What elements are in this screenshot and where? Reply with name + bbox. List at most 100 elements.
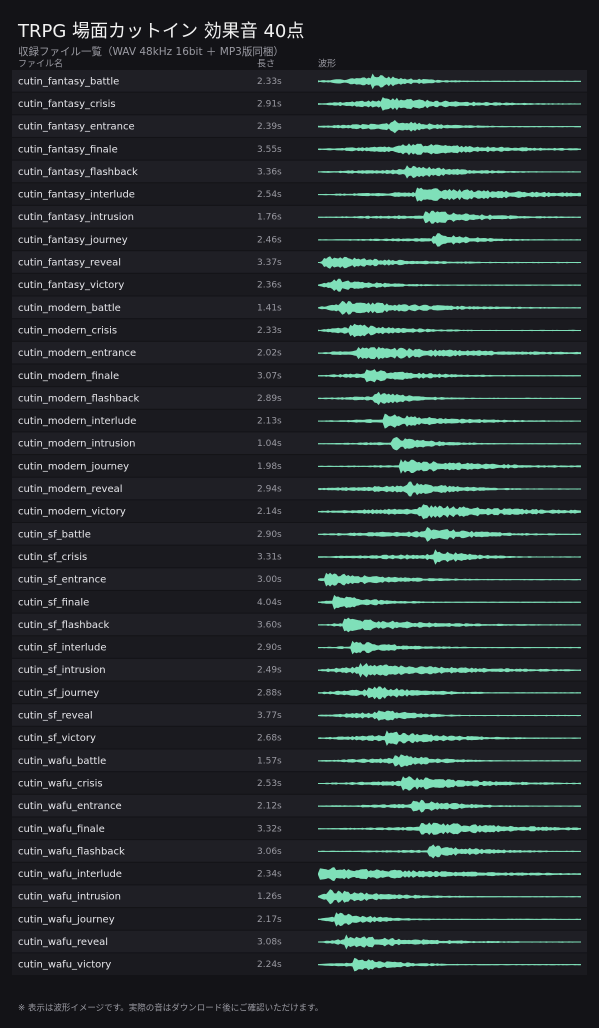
duration: 3.08s	[257, 938, 282, 948]
row-background	[12, 273, 587, 296]
file-name: cutin_wafu_entrance	[18, 801, 122, 812]
row-background	[12, 568, 587, 590]
waveform	[318, 391, 581, 406]
waveform	[318, 323, 581, 338]
waveform	[318, 210, 581, 224]
waveform	[318, 934, 581, 950]
duration: 2.90s	[257, 643, 282, 653]
row-background	[12, 681, 587, 704]
duration: 3.32s	[257, 824, 282, 834]
file-name: cutin_fantasy_journey	[18, 235, 128, 246]
waveform	[318, 346, 581, 360]
column-header: 長さ	[257, 59, 275, 70]
waveform	[318, 143, 581, 156]
waveform	[318, 912, 581, 927]
waveform	[318, 594, 581, 610]
waveform	[318, 527, 581, 542]
row-background	[12, 523, 587, 545]
file-name: cutin_fantasy_reveal	[18, 258, 121, 269]
duration: 2.89s	[257, 394, 282, 404]
duration: 1.76s	[257, 213, 282, 223]
row-background	[12, 137, 587, 160]
waveform	[318, 73, 581, 90]
file-name: cutin_wafu_intrusion	[18, 892, 121, 903]
duration: 3.55s	[257, 145, 282, 155]
duration: 2.33s	[257, 77, 282, 87]
duration: 2.88s	[257, 688, 282, 698]
waveform	[318, 233, 581, 247]
file-name: cutin_wafu_flashback	[18, 846, 125, 857]
duration: 4.04s	[257, 598, 282, 608]
duration: 2.36s	[257, 281, 282, 291]
column-header: 波形	[318, 58, 336, 70]
row-background	[12, 500, 587, 522]
duration: 2.53s	[257, 779, 282, 789]
file-name: cutin_fantasy_entrance	[18, 122, 135, 133]
file-name: cutin_fantasy_intrusion	[18, 212, 134, 223]
waveform	[318, 300, 581, 315]
waveform	[318, 504, 581, 520]
waveform	[318, 459, 581, 474]
duration: 1.26s	[257, 892, 282, 902]
row-background	[12, 115, 587, 137]
waveform	[318, 369, 581, 383]
row-background	[12, 183, 587, 205]
row-background	[12, 794, 587, 817]
duration: 2.13s	[257, 417, 282, 427]
file-name: cutin_wafu_battle	[18, 756, 106, 767]
duration: 3.37s	[257, 258, 282, 268]
file-name: cutin_fantasy_interlude	[18, 190, 135, 201]
duration: 2.46s	[257, 235, 282, 245]
waveform	[318, 278, 581, 292]
waveform	[318, 187, 581, 202]
waveform	[318, 663, 581, 678]
waveform	[318, 437, 581, 451]
file-name: cutin_modern_crisis	[18, 325, 117, 336]
duration: 1.98s	[257, 462, 282, 472]
waveform	[318, 957, 581, 972]
file-name: cutin_modern_finale	[18, 371, 119, 382]
row-background	[12, 930, 587, 953]
file-name: cutin_wafu_crisis	[18, 778, 103, 789]
file-name: cutin_sf_crisis	[18, 552, 87, 563]
file-name: cutin_wafu_journey	[18, 914, 115, 925]
row-background	[12, 726, 587, 749]
row-background	[12, 908, 587, 930]
file-name: cutin_sf_interlude	[18, 643, 107, 654]
waveform	[318, 822, 581, 835]
waveform	[318, 617, 581, 633]
row-background	[12, 477, 587, 500]
waveform	[318, 97, 581, 111]
file-name: cutin_wafu_victory	[18, 960, 111, 971]
duration: 2.68s	[257, 734, 282, 744]
file-name: cutin_modern_reveal	[18, 484, 123, 495]
duration: 3.77s	[257, 711, 282, 721]
file-name: cutin_fantasy_flashback	[18, 167, 138, 178]
waveform	[318, 640, 581, 655]
waveform	[318, 481, 581, 497]
waveform	[318, 799, 581, 813]
file-name: cutin_sf_reveal	[18, 711, 93, 722]
row-background	[12, 70, 587, 92]
duration: 2.90s	[257, 530, 282, 540]
duration: 3.06s	[257, 847, 282, 857]
row-background	[12, 613, 587, 636]
row-background	[12, 251, 587, 273]
waveform	[318, 867, 581, 882]
waveform	[318, 844, 581, 859]
file-name: cutin_fantasy_victory	[18, 280, 124, 291]
duration: 3.00s	[257, 575, 282, 585]
duration: 3.60s	[257, 620, 282, 630]
duration: 3.31s	[257, 552, 282, 562]
row-background	[12, 364, 587, 387]
file-name: cutin_sf_victory	[18, 733, 96, 744]
file-name: cutin_modern_entrance	[18, 348, 136, 359]
file-name: cutin_fantasy_battle	[18, 76, 119, 87]
file-name: cutin_modern_interlude	[18, 416, 136, 427]
waveform	[318, 686, 581, 700]
duration: 2.39s	[257, 122, 282, 132]
row-background	[12, 387, 587, 409]
duration: 2.34s	[257, 870, 282, 880]
duration: 1.57s	[257, 756, 282, 766]
row-background	[12, 92, 587, 115]
